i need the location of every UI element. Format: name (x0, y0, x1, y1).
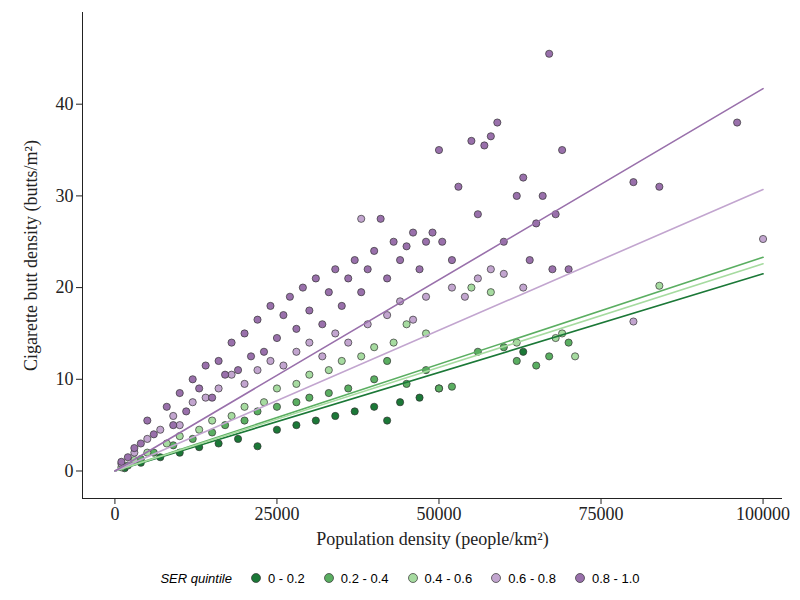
svg-text:40: 40 (56, 94, 74, 114)
svg-text:100000: 100000 (736, 504, 790, 524)
html-text:0 - 0.2: 0 - 0.2 (267, 570, 305, 586)
html-text:SER quintile: SER quintile (160, 570, 232, 586)
svg-text:75000: 75000 (579, 504, 624, 524)
svg-text:20: 20 (56, 277, 74, 297)
svg-text:Population density (people/km²: Population density (people/km²) (316, 529, 548, 550)
svg-text:Cigarette butt density (butts/: Cigarette butt density (butts/m²) (21, 140, 42, 371)
svg-text:30: 30 (56, 186, 74, 206)
svg-text:0: 0 (65, 461, 74, 481)
html-text:0.2 - 0.4: 0.2 - 0.4 (340, 570, 389, 586)
svg-text:10: 10 (56, 369, 74, 389)
html-text:0.4 - 0.6: 0.4 - 0.6 (424, 570, 473, 586)
html-text:0.6 - 0.8: 0.6 - 0.8 (508, 570, 556, 586)
html-text:0.8 - 1.0: 0.8 - 1.0 (591, 570, 640, 586)
svg-text:50000: 50000 (416, 504, 461, 524)
svg-text:0: 0 (110, 504, 119, 524)
svg-text:25000: 25000 (254, 504, 299, 524)
